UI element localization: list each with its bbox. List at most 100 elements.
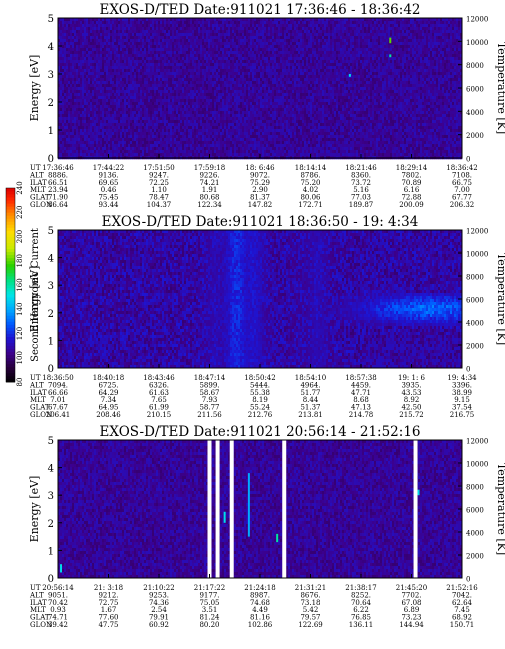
colorbar-segment xyxy=(6,364,15,367)
y2tick-label: 8000 xyxy=(466,484,484,492)
colorbar-segment xyxy=(6,309,15,312)
ytick-label: 4 xyxy=(48,42,54,53)
gap-2 xyxy=(230,440,234,578)
table-cell: 39.42 xyxy=(48,621,68,629)
colorbar-tick-label: 200 xyxy=(16,230,24,243)
orbit-info-table: UTALTILATMLTGLATGLON20:56:149051.70.420.… xyxy=(29,584,478,629)
ytick-label: 2 xyxy=(48,309,54,320)
colorbar-segment xyxy=(6,197,15,200)
colorbar-segment xyxy=(6,264,15,267)
y-axis-label: Energy [eV] xyxy=(28,476,41,543)
ytick-label: 4 xyxy=(48,464,54,475)
colorbar-segment xyxy=(6,246,15,249)
table-cell: 144.94 xyxy=(399,621,424,629)
colorbar-segment xyxy=(6,261,15,264)
colorbar-segment xyxy=(6,203,15,206)
gap-0 xyxy=(208,440,212,578)
panel-3: EXOS-D/TED Date:911021 20:56:14 - 21:52:… xyxy=(28,424,505,629)
colorbar-segment xyxy=(6,297,15,300)
y2tick-label: 2000 xyxy=(466,553,484,561)
colorbar-segment xyxy=(6,373,15,376)
feature-1 xyxy=(224,512,226,523)
y-axis-label: Energy [eV] xyxy=(28,55,41,122)
table-cell: 93.44 xyxy=(98,201,119,209)
panel-1: EXOS-D/TED Date:911021 17:36:46 - 18:36:… xyxy=(28,2,505,209)
ytick-label: 3 xyxy=(48,70,54,81)
y2tick-label: 12000 xyxy=(466,228,488,236)
colorbar-segment xyxy=(6,303,15,306)
feature-3 xyxy=(276,534,278,542)
feature-0 xyxy=(60,564,62,572)
colorbar-segment xyxy=(6,221,15,224)
colorbar-segment xyxy=(6,230,15,233)
colorbar-segment xyxy=(6,215,15,218)
colorbar-segment xyxy=(6,273,15,276)
colorbar-segment xyxy=(6,243,15,246)
feature-0 xyxy=(389,38,391,44)
colorbar-segment xyxy=(6,252,15,255)
y2tick-label: 2000 xyxy=(466,343,484,351)
y2tick-label: 2000 xyxy=(466,132,484,140)
colorbar-tick-label: 140 xyxy=(16,303,24,316)
colorbar-tick-label: 120 xyxy=(16,327,24,340)
colorbar-segment xyxy=(6,376,15,379)
colorbar-segment xyxy=(6,346,15,349)
feature-2 xyxy=(349,74,351,77)
ytick-label: 1 xyxy=(48,126,54,137)
chart-title: EXOS-D/TED Date:911021 18:36:50 - 19: 4:… xyxy=(102,214,419,230)
table-cell: 215.72 xyxy=(399,411,424,419)
colorbar-segment xyxy=(6,249,15,252)
colorbar-segment xyxy=(6,237,15,240)
colorbar-segment xyxy=(6,227,15,230)
y2tick-label: 12000 xyxy=(466,438,488,446)
colorbar-segment xyxy=(6,191,15,194)
colorbar-tick-label: 100 xyxy=(16,351,24,364)
colorbar-segment xyxy=(6,285,15,288)
feature-2 xyxy=(248,473,250,536)
colorbar-segment xyxy=(6,352,15,355)
y2-axis-label: Temperature [K] xyxy=(495,253,505,345)
table-cell: 104.37 xyxy=(147,201,172,209)
y2tick-label: 0 xyxy=(466,576,470,584)
colorbar-segment xyxy=(6,334,15,337)
table-cell: 214.78 xyxy=(349,411,374,419)
y2-axis-label: Temperature [K] xyxy=(495,463,505,555)
table-cell: 212.76 xyxy=(248,411,273,419)
gap-4 xyxy=(414,440,418,578)
colorbar-segment xyxy=(6,312,15,315)
heatmap-cells xyxy=(58,18,462,159)
ytick-label: 4 xyxy=(48,254,54,265)
colorbar-segment xyxy=(6,343,15,346)
gap-3 xyxy=(282,440,286,578)
ytick-label: 5 xyxy=(48,436,54,447)
y2tick-label: 12000 xyxy=(466,16,488,24)
table-cell: 189.87 xyxy=(349,201,374,209)
table-cell: 60.92 xyxy=(149,621,169,629)
colorbar-segment xyxy=(6,337,15,340)
colorbar-segment xyxy=(6,370,15,373)
colorbar-segment xyxy=(6,358,15,361)
ytick-label: 3 xyxy=(48,491,54,502)
colorbar-segment xyxy=(6,258,15,261)
ytick-label: 5 xyxy=(48,14,54,25)
table-cell: 208.46 xyxy=(96,411,121,419)
heatmap-cells xyxy=(58,230,462,368)
colorbar-tick-label: 80 xyxy=(16,378,24,387)
table-cell: 211.56 xyxy=(197,411,222,419)
panels: EXOS-D/TED Date:911021 17:36:46 - 18:36:… xyxy=(28,2,505,629)
table-cell: 216.75 xyxy=(450,411,475,419)
colorbar-segment xyxy=(6,349,15,352)
colorbar-segment xyxy=(6,324,15,327)
y2tick-label: 10000 xyxy=(466,39,488,47)
orbit-info-table: UTALTILATMLTGLATGLON17:36:468886.66.5123… xyxy=(29,164,478,209)
y2tick-label: 8000 xyxy=(466,62,484,70)
colorbar-segment xyxy=(6,367,15,370)
y2tick-label: 6000 xyxy=(466,297,484,305)
colorbar-segment xyxy=(6,315,15,318)
y2tick-label: 10000 xyxy=(466,461,488,469)
y2tick-label: 6000 xyxy=(466,507,484,515)
colorbar-segment xyxy=(6,188,15,191)
y2tick-label: 6000 xyxy=(466,86,484,94)
gap-1 xyxy=(216,440,220,578)
